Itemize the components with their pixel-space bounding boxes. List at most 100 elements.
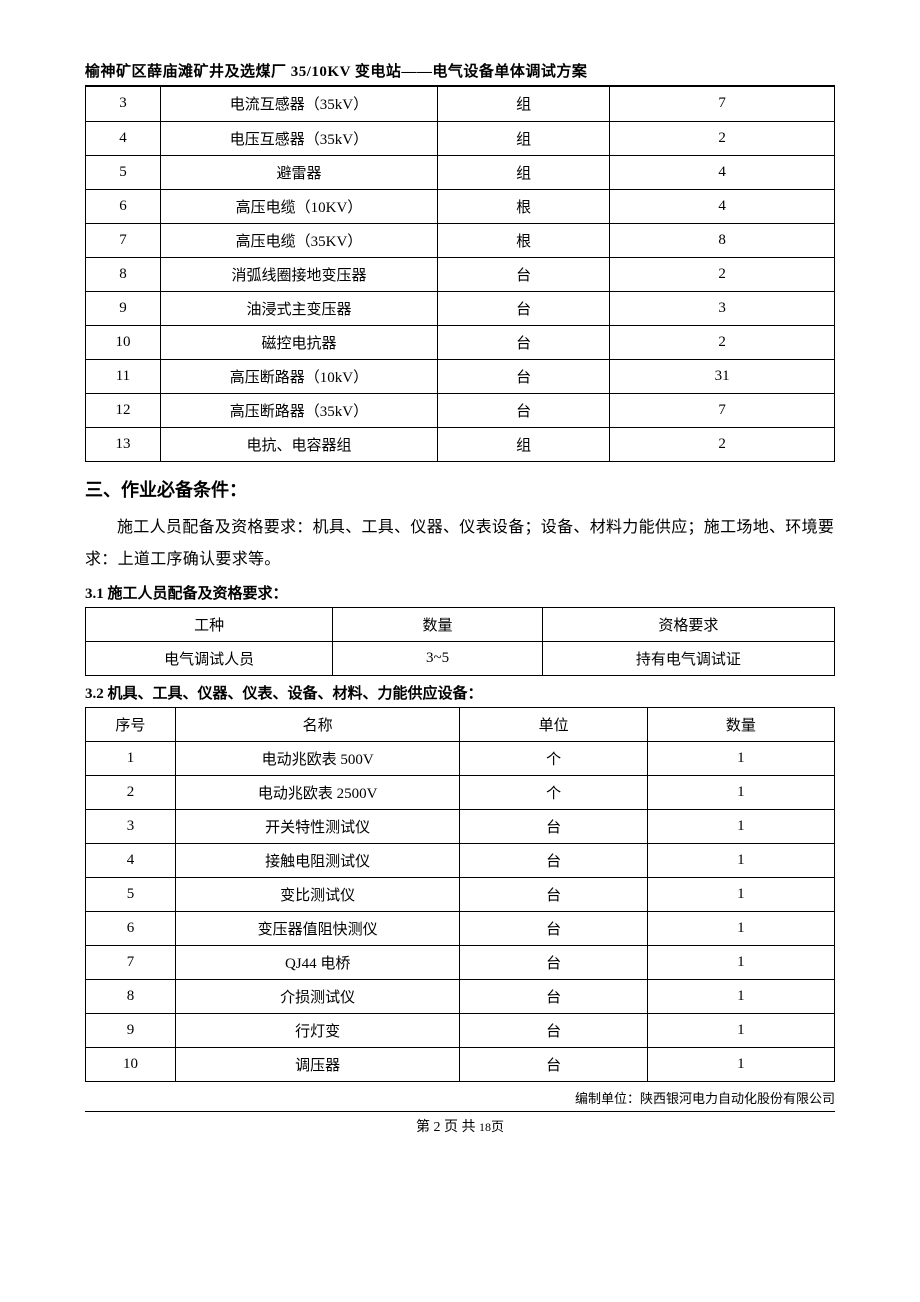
table-cell: 7 (610, 87, 835, 121)
table-cell: 高压电缆（35KV） (160, 223, 437, 257)
table-cell: 11 (86, 359, 161, 393)
col-header: 数量 (647, 707, 834, 741)
table-cell: 1 (647, 843, 834, 877)
table-cell: 2 (610, 257, 835, 291)
table-cell: 1 (647, 1047, 834, 1081)
table-row: 10调压器台1 (86, 1047, 835, 1081)
table-cell: 12 (86, 393, 161, 427)
table-cell: 台 (438, 257, 610, 291)
table-cell: 台 (460, 843, 647, 877)
footer: 编制单位：陕西银河电力自动化股份有限公司 第 2 页 共 18页 (85, 1088, 835, 1136)
table-cell: 7 (610, 393, 835, 427)
table-cell: 3~5 (333, 641, 543, 675)
table-cell: 1 (647, 979, 834, 1013)
table-cell: 2 (610, 121, 835, 155)
table-cell: 2 (610, 427, 835, 461)
table-cell: 1 (647, 1013, 834, 1047)
col-header: 单位 (460, 707, 647, 741)
table-cell: 3 (86, 809, 176, 843)
table-cell: 介损测试仪 (175, 979, 460, 1013)
table-cell: 2 (610, 325, 835, 359)
table-cell: 组 (438, 121, 610, 155)
table-row: 3电流互感器（35kV）组7 (86, 87, 835, 121)
table-cell: 台 (438, 325, 610, 359)
table-cell: 持有电气调试证 (542, 641, 834, 675)
table-cell: 1 (647, 741, 834, 775)
tools-table: 序号 名称 单位 数量 1电动兆欧表 500V个12电动兆欧表 2500V个13… (85, 707, 835, 1082)
table-row: 电气调试人员3~5持有电气调试证 (86, 641, 835, 675)
table-cell: 5 (86, 155, 161, 189)
table-cell: 变比测试仪 (175, 877, 460, 911)
table-cell: 1 (647, 877, 834, 911)
table-cell: 7 (86, 945, 176, 979)
table-cell: 台 (460, 1047, 647, 1081)
table-cell: 9 (86, 1013, 176, 1047)
table-row: 10磁控电抗器台2 (86, 325, 835, 359)
table-cell: 6 (86, 189, 161, 223)
table-cell: 5 (86, 877, 176, 911)
table-cell: 变压器值阻快测仪 (175, 911, 460, 945)
table-row: 7QJ44 电桥台1 (86, 945, 835, 979)
table-cell: 开关特性测试仪 (175, 809, 460, 843)
table-header-row: 工种 数量 资格要求 (86, 607, 835, 641)
table-cell: 电动兆欧表 2500V (175, 775, 460, 809)
table-row: 4接触电阻测试仪台1 (86, 843, 835, 877)
footer-page-number: 第 2 页 共 18页 (85, 1116, 835, 1136)
table-cell: 电压互感器（35kV） (160, 121, 437, 155)
table-cell: 4 (86, 121, 161, 155)
section-3-1-heading: 3.1 施工人员配备及资格要求： (85, 582, 835, 603)
table-cell: 8 (610, 223, 835, 257)
table-row: 1电动兆欧表 500V个1 (86, 741, 835, 775)
table-row: 9行灯变台1 (86, 1013, 835, 1047)
section-3-2-heading: 3.2 机具、工具、仪器、仪表、设备、材料、力能供应设备： (85, 682, 835, 703)
table-cell: 台 (460, 809, 647, 843)
table-cell: 3 (86, 87, 161, 121)
table-cell: 6 (86, 911, 176, 945)
page-prefix: 第 (416, 1120, 434, 1135)
section-3-body: 施工人员配备及资格要求：机具、工具、仪器、仪表设备；设备、材料力能供应；施工场地… (85, 512, 835, 576)
table-cell: 4 (86, 843, 176, 877)
table-cell: 2 (86, 775, 176, 809)
table-cell: 电气调试人员 (86, 641, 333, 675)
section-3-heading: 三、作业必备条件： (85, 476, 835, 502)
table-row: 2电动兆欧表 2500V个1 (86, 775, 835, 809)
table-row: 9油浸式主变压器台3 (86, 291, 835, 325)
table-cell: 高压电缆（10KV） (160, 189, 437, 223)
table-row: 5避雷器组4 (86, 155, 835, 189)
table-cell: 8 (86, 257, 161, 291)
table-cell: 台 (460, 877, 647, 911)
col-header: 资格要求 (542, 607, 834, 641)
table-cell: 1 (647, 911, 834, 945)
table-cell: 3 (610, 291, 835, 325)
table-row: 8消弧线圈接地变压器台2 (86, 257, 835, 291)
table-cell: 1 (86, 741, 176, 775)
table-row: 8介损测试仪台1 (86, 979, 835, 1013)
table-cell: 台 (460, 945, 647, 979)
table-row: 3开关特性测试仪台1 (86, 809, 835, 843)
table-cell: 8 (86, 979, 176, 1013)
table-cell: 组 (438, 87, 610, 121)
table-cell: 接触电阻测试仪 (175, 843, 460, 877)
table-row: 6变压器值阻快测仪台1 (86, 911, 835, 945)
table-cell: 根 (438, 189, 610, 223)
table-cell: 9 (86, 291, 161, 325)
table-cell: 台 (460, 979, 647, 1013)
table-cell: 个 (460, 741, 647, 775)
table-cell: 台 (460, 1013, 647, 1047)
table-cell: 台 (438, 359, 610, 393)
table-row: 7高压电缆（35KV）根8 (86, 223, 835, 257)
table-row: 6高压电缆（10KV）根4 (86, 189, 835, 223)
table-cell: 个 (460, 775, 647, 809)
table-cell: 4 (610, 155, 835, 189)
table-cell: 高压断路器（35kV） (160, 393, 437, 427)
table-cell: 高压断路器（10kV） (160, 359, 437, 393)
table-cell: 电抗、电容器组 (160, 427, 437, 461)
footer-org-name: 陕西银河电力自动化股份有限公司 (640, 1091, 835, 1106)
table-cell: 台 (460, 911, 647, 945)
table-cell: 组 (438, 427, 610, 461)
personnel-table: 工种 数量 资格要求 电气调试人员3~5持有电气调试证 (85, 607, 835, 676)
table-cell: 7 (86, 223, 161, 257)
table-cell: 电流互感器（35kV） (160, 87, 437, 121)
table-row: 12高压断路器（35kV）台7 (86, 393, 835, 427)
table-cell: 磁控电抗器 (160, 325, 437, 359)
